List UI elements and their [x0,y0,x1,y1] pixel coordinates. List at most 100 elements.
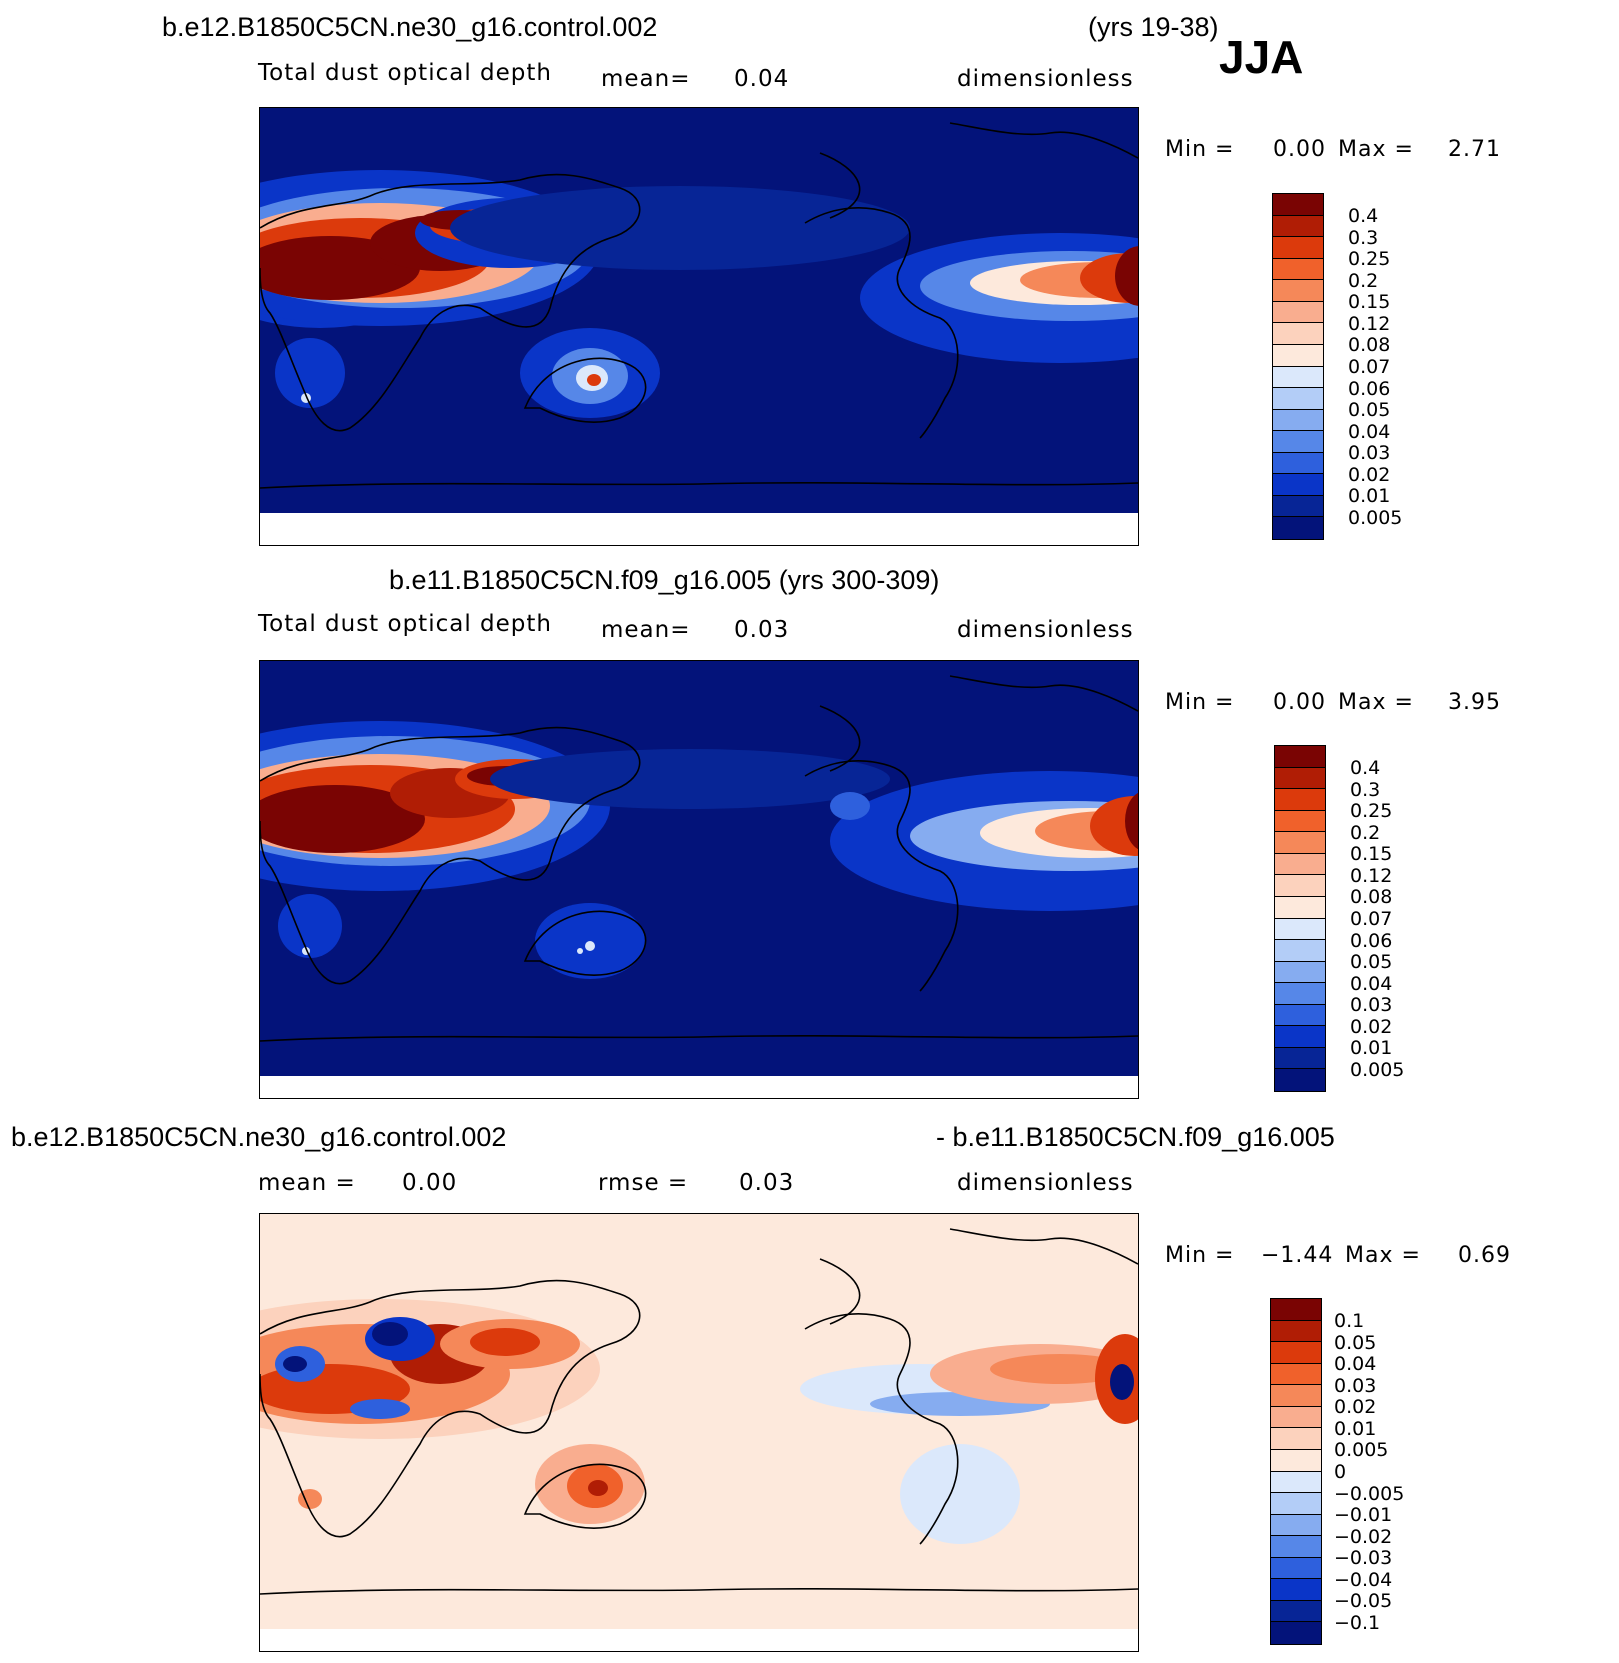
colorbar-swatch [1271,1406,1321,1429]
colorbar-swatch [1275,853,1325,876]
panel3-min-value: −1.44 [1261,1243,1334,1268]
colorbar-swatch [1271,1622,1321,1644]
colorbar-tick-label: 0.2 [1350,821,1381,844]
colorbar-tick-label: 0.05 [1348,399,1391,422]
panel3-rmse-label: rmse = [598,1170,689,1196]
panel3-max-value: 0.69 [1458,1243,1511,1268]
colorbar-tick-label: −0.01 [1334,1504,1393,1527]
panel3-mean-label: mean = [258,1170,356,1196]
colorbar-swatch [1275,961,1325,984]
colorbar-tick-label: 0.03 [1350,994,1393,1017]
colorbar-tick-label: −0.05 [1334,1590,1393,1613]
colorbar-swatch [1275,832,1325,854]
colorbar-tick-label: 0.3 [1348,226,1379,249]
colorbar-swatch [1273,452,1323,475]
panel3-max-label: Max = [1345,1243,1421,1268]
colorbar-tick-label: 0 [1334,1460,1347,1483]
colorbar-tick-label: 0.12 [1348,312,1391,335]
colorbar-swatch [1275,983,1325,1005]
colorbar-tick-label: 0.08 [1350,886,1393,909]
colorbar-swatch [1271,1363,1321,1386]
panel2-min-value: 0.00 [1273,690,1326,715]
colorbar-swatch [1271,1471,1321,1494]
colorbar-swatch [1273,366,1323,389]
colorbar-swatch [1273,194,1323,216]
colorbar-tick-label: 0.15 [1348,291,1391,314]
panel2-case-title: b.e11.B1850C5CN.f09_g16.005 (yrs 300-309… [389,565,940,595]
season-label: JJA [1219,31,1304,83]
colorbar-tick-label: 0.25 [1350,800,1393,823]
colorbar-swatch [1271,1536,1321,1558]
colorbar-swatch [1271,1493,1321,1515]
colorbar-tick-label: 0.005 [1334,1439,1389,1462]
colorbar-swatch [1273,388,1323,410]
colorbar-tick-label: 0.04 [1348,420,1391,443]
colorbar-swatch [1273,215,1323,238]
panel2-max-value: 3.95 [1448,690,1501,715]
panel1-variable: Total dust optical depth [258,60,552,86]
panel3-rmse-value: 0.03 [739,1170,795,1196]
colorbar-swatch [1273,474,1323,496]
colorbar-swatch [1273,431,1323,453]
colorbar-swatch [1275,918,1325,941]
colorbar-swatch [1275,789,1325,811]
colorbar-swatch [1273,301,1323,324]
colorbar-swatch [1273,495,1323,518]
colorbar-tick-label: 0.06 [1348,377,1391,400]
colorbar-tick-label: 0.03 [1334,1374,1377,1397]
colorbar-swatch [1275,875,1325,897]
panel1-years: (yrs 19-38) [1088,12,1219,42]
colorbar-swatch [1275,896,1325,919]
colorbar-tick-label: 0.3 [1350,778,1381,801]
colorbar-swatch [1273,258,1323,281]
colorbar-swatch [1275,810,1325,833]
panel1-units: dimensionless [957,66,1134,92]
panel2-map [259,660,1139,1099]
panel3-min-label: Min = [1165,1243,1235,1268]
colorbar-tick-label: 0.1 [1334,1310,1365,1332]
colorbar-swatch [1275,940,1325,962]
colorbar-tick-label: 0.07 [1348,355,1391,378]
panel1-map [259,107,1139,546]
panel2-min-label: Min = [1165,690,1235,715]
colorbar-swatch [1271,1299,1321,1321]
panel3-case-title-left: b.e12.B1850C5CN.ne30_g16.control.002 [11,1122,507,1152]
panel1-min-value: 0.00 [1273,137,1326,162]
colorbar-tick-label: 0.08 [1348,334,1391,357]
colorbar-tick-label: 0.25 [1348,248,1391,271]
colorbar-tick-label: 0.02 [1334,1396,1377,1419]
colorbar-swatch [1271,1449,1321,1472]
panel2-mean-label: mean= [601,617,691,643]
colorbar-tick-label: −0.02 [1334,1525,1393,1548]
colorbar-swatch [1275,767,1325,790]
colorbar-swatch [1275,1004,1325,1027]
colorbar-tick-label: 0.06 [1350,929,1393,952]
colorbar-tick-label: 0.005 [1350,1058,1405,1081]
colorbar-swatch [1271,1385,1321,1407]
colorbar-tick-label: 0.05 [1350,951,1393,974]
colorbar-swatch [1273,323,1323,345]
panel2-mean-value: 0.03 [734,617,790,643]
colorbar-swatch [1271,1600,1321,1623]
colorbar-swatch [1275,1026,1325,1048]
panel3-map [259,1213,1139,1652]
colorbar-tick-label: 0.02 [1350,1015,1393,1038]
panel1-colorbar [1272,193,1324,540]
colorbar-swatch [1273,280,1323,302]
panel1-mean-value: 0.04 [734,66,790,92]
colorbar-swatch [1273,344,1323,367]
colorbar-tick-label: 0.2 [1348,269,1379,292]
colorbar-tick-label: 0.05 [1334,1331,1377,1354]
panel3-mean-value: 0.00 [402,1170,458,1196]
panel1-max-label: Max = [1338,137,1414,162]
panel3-colorbar [1270,1298,1322,1645]
colorbar-tick-label: 0.005 [1348,506,1403,529]
colorbar-swatch [1275,1047,1325,1070]
colorbar-swatch [1271,1579,1321,1601]
colorbar-tick-label: 0.12 [1350,864,1393,887]
colorbar-tick-label: −0.005 [1334,1482,1405,1505]
panel2-colorbar [1274,745,1326,1092]
colorbar-tick-label: 0.02 [1348,463,1391,486]
colorbar-tick-label: 0.15 [1350,843,1393,866]
panel1-case-title: b.e12.B1850C5CN.ne30_g16.control.002 [162,12,658,42]
